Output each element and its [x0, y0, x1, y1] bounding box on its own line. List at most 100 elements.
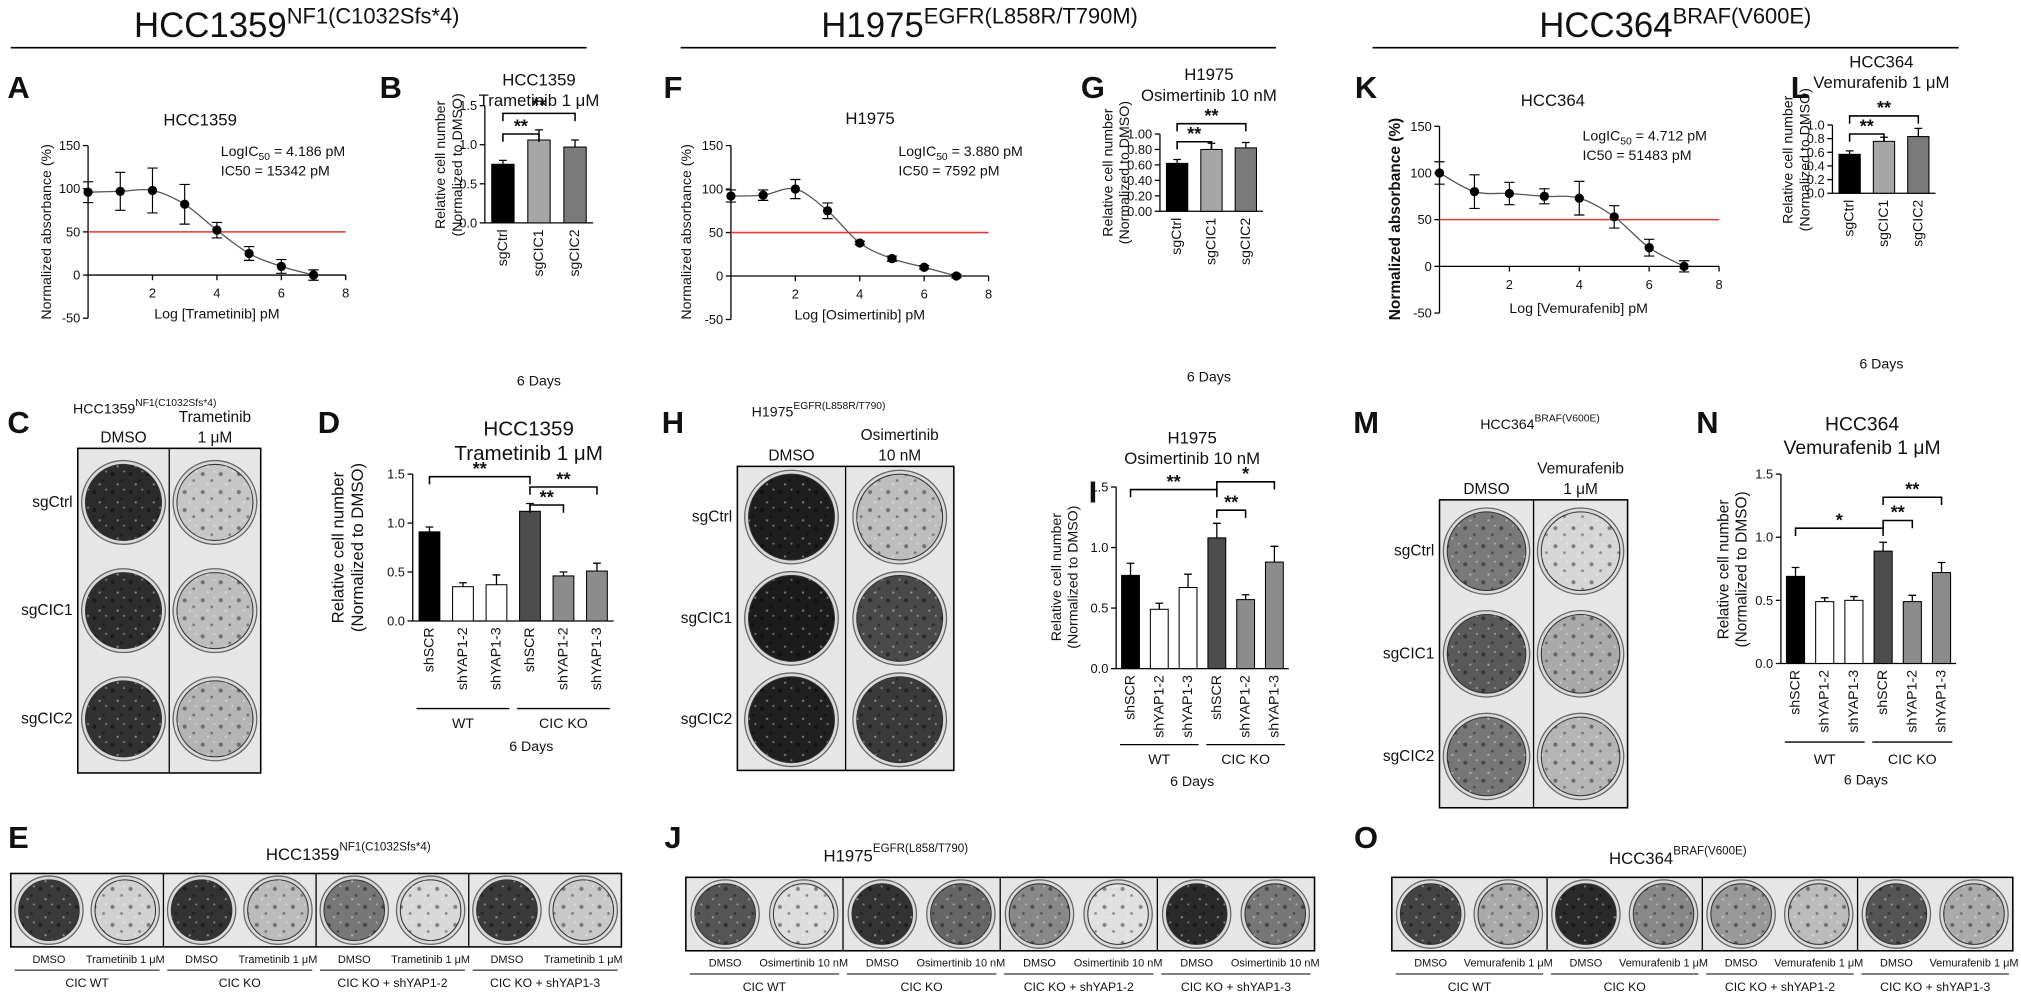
y-tick-label: 50 — [1417, 212, 1431, 227]
group-label: WT — [452, 716, 474, 732]
y-tick-label: 1.0 — [387, 516, 405, 531]
well-texture — [85, 464, 162, 541]
y-tick-label: -50 — [705, 312, 724, 327]
strip-title: HCC1359NF1(C1032Sfs*4) — [266, 842, 431, 864]
lane-label: Vemurafenib 1 μM — [1930, 958, 2019, 970]
annotation: LogIC50 = 4.186 pM — [221, 144, 345, 163]
row-label: sgCIC2 — [21, 710, 72, 727]
well-texture — [1447, 614, 1526, 694]
x-tick-label: 6 — [278, 286, 285, 301]
y-tick-label: 0.60 — [1127, 157, 1152, 172]
significance-label: ** — [1891, 503, 1905, 523]
group-label: CIC KO + shYAP1-3 — [490, 976, 600, 990]
lane-label: Vemurafenib 1 μM — [1464, 958, 1553, 970]
data-point — [212, 225, 222, 235]
chart-title: Trametinib 1 μM — [454, 442, 603, 465]
y-tick-label: 0.4 — [1807, 158, 1825, 173]
well-texture — [400, 879, 461, 941]
significance-label: ** — [1167, 472, 1181, 492]
well-texture — [1244, 883, 1306, 945]
y-tick-label: 0.0 — [387, 613, 405, 628]
bar — [1178, 586, 1198, 670]
row-label: sgCIC1 — [681, 610, 732, 627]
bar — [1121, 574, 1140, 670]
x-tick-label: shSCR — [1123, 675, 1139, 720]
group-label: CIC WT — [1448, 980, 1492, 992]
annotation-part: = 4.712 pM — [1632, 129, 1707, 145]
chart-title: HCC1359 — [483, 418, 574, 441]
x-tick-label: shYAP1-2 — [455, 627, 471, 690]
bar — [1785, 575, 1806, 664]
data-point — [1469, 186, 1480, 197]
well-texture — [773, 883, 835, 945]
annotation-part: LogIC — [221, 144, 259, 160]
well-texture — [1943, 883, 2005, 945]
y-tick-label: 0.80 — [1127, 142, 1152, 157]
y-tick-label: 1.00 — [1127, 126, 1152, 141]
x-tick-label: 4 — [1576, 277, 1583, 292]
well-texture — [1477, 883, 1539, 945]
x-tick-label: shYAP1-2 — [555, 627, 571, 690]
error-bar — [499, 159, 507, 165]
bar — [1236, 599, 1256, 670]
well-texture — [748, 474, 835, 560]
x-tick-label: sgCtrl — [1842, 200, 1858, 237]
well-texture — [856, 575, 943, 662]
y-tick-label: 150 — [1410, 119, 1431, 134]
y-axis-label: Normalized absorbance (%) — [39, 144, 55, 319]
data-point — [244, 248, 254, 259]
x-tick-label: 2 — [792, 287, 799, 302]
well-texture — [323, 879, 385, 941]
well-texture — [1541, 614, 1620, 694]
well-texture — [85, 680, 162, 757]
lane-label: Osimertinib 10 nM — [1231, 958, 1320, 970]
error-bar — [459, 582, 467, 587]
lane-label: DMSO — [338, 954, 371, 966]
chart-title: HCC364 — [1521, 91, 1585, 110]
strip-title-part: H1975 — [824, 846, 873, 865]
error-bar — [1879, 541, 1887, 552]
y-axis-label: Normalized absorbance (%) — [1387, 118, 1404, 320]
well-texture — [1166, 883, 1227, 945]
x-tick-label: shYAP1-2 — [1817, 670, 1833, 733]
well-texture — [1710, 883, 1772, 945]
data-point — [1679, 261, 1689, 271]
strip-title: H1975EGFR(L858/T790) — [824, 843, 969, 865]
chart-title: H1975 — [845, 109, 894, 128]
group-label: CIC KO — [1221, 752, 1270, 768]
x-tick-label: shYAP1-3 — [1266, 675, 1282, 738]
plate-title-part: HCC364 — [1480, 417, 1534, 433]
x-tick-label: shYAP1-3 — [589, 627, 605, 690]
data-point — [276, 261, 286, 272]
panel-letter: G — [1081, 70, 1105, 105]
y-tick-label: 1.5 — [1755, 467, 1773, 482]
chart-title: Vemurafenib 1 μM — [1813, 73, 1949, 92]
error-bar — [425, 526, 434, 532]
annotation-part: = 4.186 pM — [270, 144, 345, 160]
x-tick-label: shYAP1-3 — [1934, 670, 1950, 733]
x-tick-label: shYAP1-3 — [1180, 675, 1196, 738]
plate-title: H1975EGFR(L858R/T790) — [752, 400, 886, 420]
group-label: CIC KO + shYAP1-3 — [1181, 980, 1291, 992]
well-texture — [1633, 883, 1694, 945]
x-tick-label: sgCIC2 — [1910, 200, 1926, 247]
error-bar — [1270, 545, 1279, 563]
data-point — [855, 238, 865, 248]
lane-label: Trametinib 1 μM — [239, 954, 318, 966]
y-axis-label: (Normalized to DMSO) — [1066, 506, 1082, 649]
x-axis-label: Log [Osimertinib] pM — [794, 308, 925, 324]
x-tick-label: sgCIC1 — [1876, 200, 1892, 247]
y-tick-label: 0.40 — [1127, 173, 1152, 188]
lane-label: DMSO — [1023, 958, 1056, 970]
well-texture — [748, 575, 835, 662]
column-label: Trametinib — [179, 409, 251, 426]
bar — [1815, 601, 1835, 664]
panel-letter: D — [318, 405, 340, 440]
lane-label: Trametinib 1 μM — [86, 954, 165, 966]
x-tick-label: shSCR — [1875, 670, 1891, 715]
y-tick-label: 1.0 — [1755, 530, 1773, 545]
well-texture — [247, 879, 309, 941]
chart-title: Trametinib 1 μM — [479, 91, 600, 110]
plate-title-part: BRAF(V600E) — [1535, 413, 1600, 424]
data-point — [1539, 191, 1549, 201]
